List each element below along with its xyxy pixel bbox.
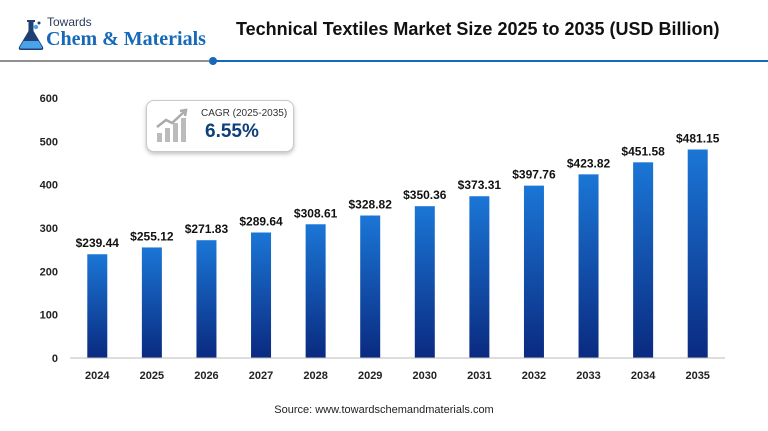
x-tick-label: 2031 bbox=[467, 370, 491, 382]
cagr-label: CAGR (2025-2035) bbox=[201, 108, 288, 119]
growth-chart-icon bbox=[156, 108, 188, 142]
bar-chart: 0 100 200 300 400 500 600 $239.44 $255.12 $271.8… bbox=[40, 93, 725, 382]
y-tick-label: 600 bbox=[40, 93, 58, 105]
y-tick-label: 300 bbox=[40, 223, 58, 235]
y-tick-label: 400 bbox=[40, 180, 58, 192]
bar-value-label: $350.36 bbox=[403, 188, 447, 202]
bar-2031 bbox=[469, 196, 490, 358]
x-tick-label: 2034 bbox=[631, 370, 656, 382]
x-tick-label: 2029 bbox=[358, 370, 382, 382]
bar-2029 bbox=[360, 215, 381, 358]
source-note: Source: www.towardschemandmaterials.com bbox=[274, 404, 494, 416]
logo-brand-name: Chem & Materials bbox=[46, 28, 206, 50]
bar-value-label: $271.83 bbox=[185, 222, 229, 236]
logo-towards-text: Towards bbox=[47, 15, 92, 29]
bar-value-label: $451.58 bbox=[621, 144, 665, 158]
bar-value-label: $423.82 bbox=[567, 156, 611, 170]
flask-logo-icon bbox=[18, 20, 44, 50]
bar-value-label: $481.15 bbox=[676, 132, 720, 146]
bar-2026 bbox=[196, 240, 217, 358]
x-tick-label: 2027 bbox=[249, 370, 273, 382]
bar-value-label: $239.44 bbox=[76, 236, 120, 250]
brand-logo: Towards Chem & Materials bbox=[12, 10, 206, 56]
bar-2032 bbox=[523, 185, 544, 358]
bar-value-label: $328.82 bbox=[349, 198, 393, 212]
x-tick-label: 2024 bbox=[85, 370, 110, 382]
bar-2033 bbox=[578, 174, 599, 358]
y-tick-label: 0 bbox=[52, 353, 58, 365]
bar-2024 bbox=[87, 254, 108, 358]
bar-value-label: $373.31 bbox=[458, 178, 502, 192]
bar-value-label: $308.61 bbox=[294, 206, 338, 220]
bar-value-label: $289.64 bbox=[239, 214, 283, 228]
bar-2030 bbox=[414, 206, 435, 358]
x-tick-label: 2033 bbox=[576, 370, 600, 382]
bar-2025 bbox=[141, 247, 162, 358]
y-tick-label: 100 bbox=[40, 310, 58, 322]
header-divider bbox=[0, 57, 768, 65]
x-tick-label: 2028 bbox=[303, 370, 327, 382]
cagr-value: 6.55% bbox=[205, 121, 259, 142]
y-tick-label: 500 bbox=[40, 136, 58, 148]
x-tick-label: 2032 bbox=[522, 370, 546, 382]
chart-title: Technical Textiles Market Size 2025 to 2… bbox=[236, 19, 720, 39]
cagr-callout: CAGR (2025-2035) 6.55% bbox=[146, 100, 294, 152]
bar-2034 bbox=[633, 162, 654, 358]
x-tick-label: 2025 bbox=[140, 370, 164, 382]
x-tick-label: 2035 bbox=[685, 370, 709, 382]
y-tick-label: 200 bbox=[40, 266, 58, 278]
bar-value-label: $255.12 bbox=[130, 229, 174, 243]
x-tick-label: 2026 bbox=[194, 370, 218, 382]
bar-value-label: $397.76 bbox=[512, 168, 556, 182]
bar-2035 bbox=[687, 149, 708, 358]
x-tick-label: 2030 bbox=[413, 370, 437, 382]
bar-2027 bbox=[251, 232, 272, 358]
bar-2028 bbox=[305, 224, 326, 358]
